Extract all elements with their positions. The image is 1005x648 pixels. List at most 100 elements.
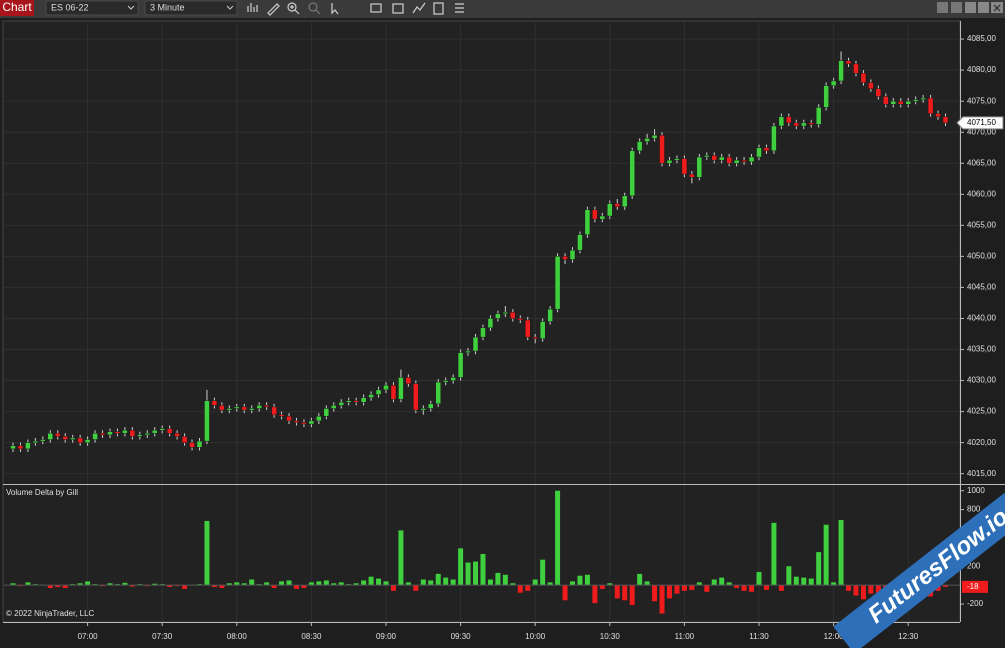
indicator-icon[interactable] [392, 3, 404, 14]
candle-body [442, 380, 449, 383]
bars-icon[interactable] [247, 3, 258, 12]
interval-dropdown[interactable] [144, 0, 238, 16]
candle-body [398, 377, 404, 400]
delta-bar [204, 520, 210, 586]
delta-bar [823, 524, 829, 586]
minimize-button[interactable] [965, 2, 976, 13]
delta-bar [107, 583, 113, 586]
candle-body [487, 318, 494, 328]
candle-body [316, 416, 322, 422]
delta-bar [540, 559, 546, 586]
properties-icon[interactable] [370, 3, 382, 13]
candle-body [868, 82, 874, 89]
delta-bar [607, 583, 613, 586]
delta-bar [167, 585, 173, 588]
delta-bar [525, 585, 531, 591]
y-tick-label: 800 [967, 505, 981, 514]
delta-bar [771, 522, 777, 586]
candle-body [898, 100, 904, 105]
candle-body [40, 439, 46, 442]
x-tick-label: 10:00 [525, 632, 546, 641]
candle-body [338, 402, 344, 406]
delta-bar [719, 577, 725, 586]
candle-body [510, 312, 516, 319]
delta-bar [390, 585, 396, 591]
candle-body [211, 400, 218, 406]
candle-body [539, 321, 546, 339]
menu-icon[interactable] [455, 3, 464, 13]
interval-label[interactable]: 3 Minute [150, 2, 185, 12]
x-tick-label: 12:00 [824, 632, 845, 641]
candle-body [592, 209, 598, 220]
candle-body [69, 437, 76, 440]
chart-button[interactable] [0, 0, 34, 16]
chart-button-label[interactable]: Chart [2, 0, 32, 14]
candle-body [174, 433, 180, 437]
candle-body [554, 256, 561, 310]
delta-bar [868, 585, 874, 594]
delta-bar [763, 585, 769, 590]
delta-bar [301, 585, 307, 588]
zoom-out-icon[interactable] [308, 2, 318, 12]
window-button[interactable] [937, 2, 948, 13]
candle-body [927, 97, 934, 114]
candle-body [435, 381, 441, 405]
dropdown-arrow [226, 5, 234, 10]
delta-bar [838, 520, 844, 586]
candle-body [144, 433, 150, 436]
delta-bar [853, 585, 859, 596]
pointer-icon[interactable] [331, 3, 339, 15]
x-tick-label: 11:00 [675, 632, 695, 641]
candle-body [189, 442, 195, 448]
candle-body [159, 428, 165, 431]
delta-bar [555, 490, 561, 586]
candle-body [25, 442, 31, 450]
delta-bar [450, 579, 456, 586]
candle-body [450, 377, 456, 381]
candle-body [99, 433, 106, 436]
x-tick-label: 09:30 [451, 632, 472, 641]
candle-body [331, 405, 337, 409]
candle-body [77, 437, 83, 443]
maximize-button[interactable] [978, 2, 989, 13]
template-icon[interactable] [433, 2, 444, 15]
marks [4, 51, 960, 614]
delta-bar [211, 585, 217, 588]
candle-body [413, 383, 419, 411]
delta-bar [331, 583, 337, 586]
delta-bar [353, 583, 359, 586]
candle-body [763, 147, 770, 152]
candle-body [532, 336, 538, 339]
candle-body [323, 408, 330, 417]
candle-body [681, 158, 688, 175]
delta-bar [846, 585, 852, 591]
delta-bar [323, 580, 329, 586]
candle-body [517, 318, 523, 321]
window-button[interactable] [951, 2, 962, 13]
delta-bar [704, 585, 710, 592]
delta-bar [122, 582, 128, 586]
delta-bar [428, 580, 434, 586]
instrument-label[interactable]: ES 06-22 [51, 2, 89, 12]
candle-body [547, 308, 553, 322]
candle-body [666, 159, 673, 164]
delta-bar [614, 585, 620, 599]
y-tick-label: 4085,00 [967, 34, 996, 43]
candle-body [495, 313, 501, 319]
delta-bar [495, 572, 501, 586]
delta-bar [368, 576, 374, 586]
candle-body [651, 135, 658, 139]
delta-bar [55, 585, 61, 588]
strategy-icon[interactable] [412, 2, 426, 14]
delta-bar [234, 582, 240, 586]
instrument-dropdown[interactable] [45, 0, 139, 16]
y-tick-label: -200 [967, 599, 984, 608]
candle-body [375, 389, 382, 395]
x-tick-label: 08:00 [227, 632, 248, 641]
zoom-in-icon[interactable] [287, 2, 297, 12]
candle-body [301, 422, 307, 425]
watermark-ribbon [833, 478, 1005, 648]
pencil-icon[interactable] [267, 3, 280, 16]
